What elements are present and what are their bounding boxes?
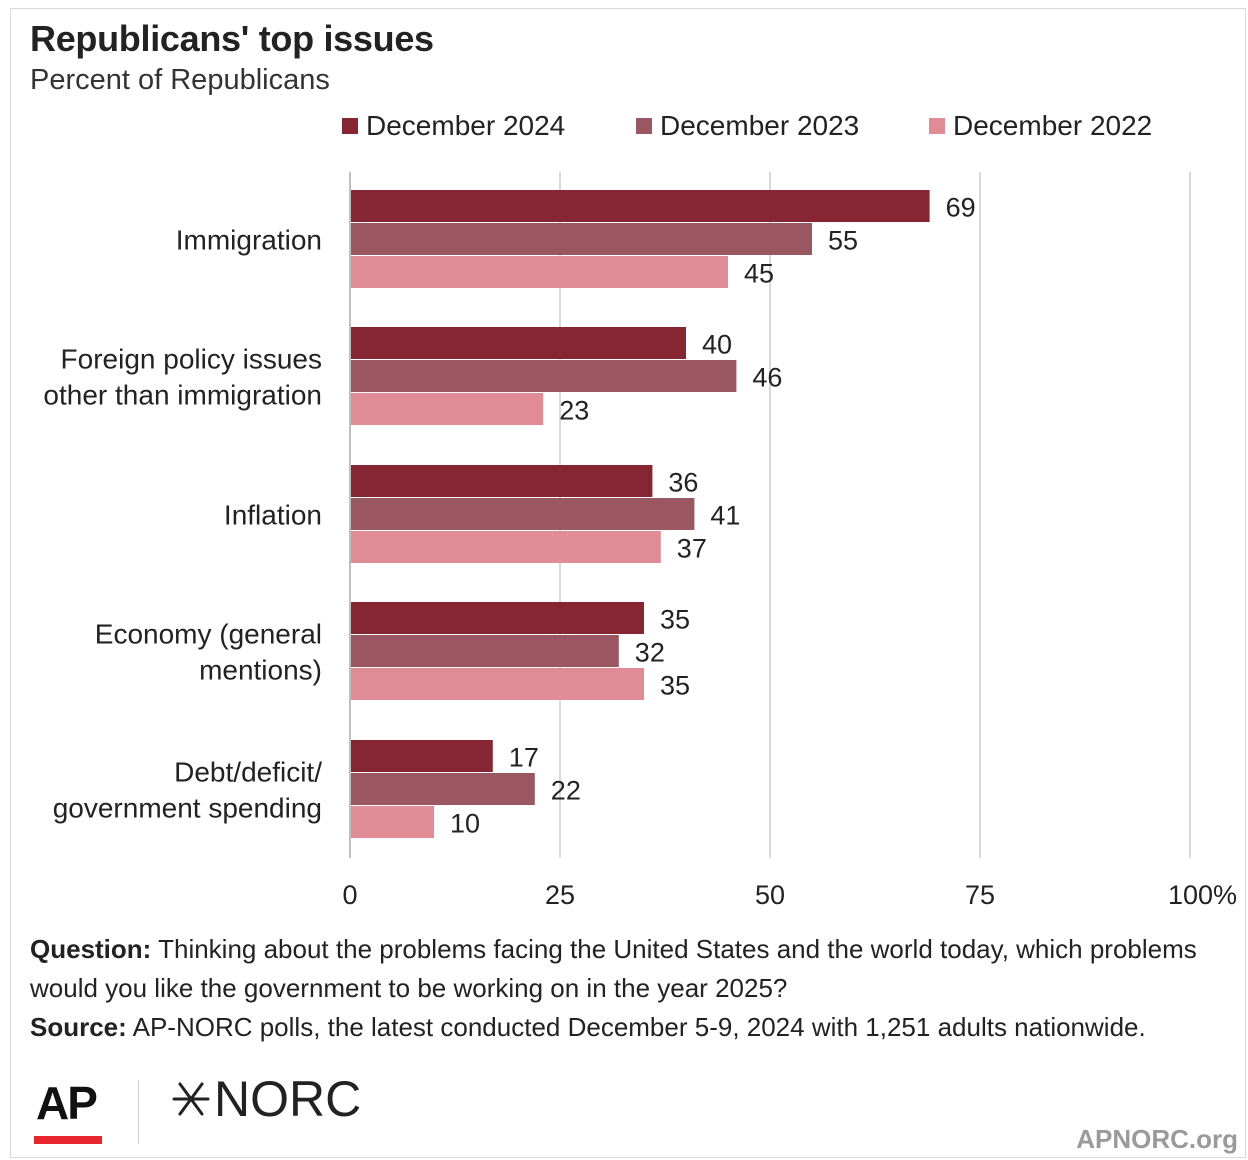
norc-logo-text: NORC xyxy=(214,1071,362,1127)
bar-value-label: 40 xyxy=(702,330,732,360)
source-note: Source: AP-NORC polls, the latest conduc… xyxy=(30,1008,1230,1047)
question-note: Question: Thinking about the problems fa… xyxy=(30,930,1230,1008)
category-label: government spending xyxy=(53,793,322,824)
bar-value-label: 17 xyxy=(509,743,539,773)
legend-item-2024: December 2024 xyxy=(342,110,565,142)
category-label: Foreign policy issues xyxy=(61,344,322,375)
bar-value-label: 46 xyxy=(752,363,782,393)
chart-subtitle: Percent of Republicans xyxy=(30,64,330,96)
bar xyxy=(351,223,812,255)
legend-swatch-2023 xyxy=(636,118,652,134)
bar xyxy=(351,635,619,667)
bar xyxy=(351,668,644,700)
bar-value-label: 37 xyxy=(677,534,707,564)
category-label: Inflation xyxy=(224,500,322,531)
bar-chart: 0 25 50 75 100% Immigration 69 55 45 Foreign poli… xyxy=(43,172,1237,910)
bar xyxy=(351,498,695,530)
bar-value-label: 69 xyxy=(946,193,976,223)
legend-label-2022: December 2022 xyxy=(953,110,1153,141)
legend-label-2024: December 2024 xyxy=(366,110,566,141)
chart-frame xyxy=(10,8,1246,1158)
bar xyxy=(351,806,434,838)
category-label: mentions) xyxy=(199,655,322,686)
bar xyxy=(351,190,930,222)
bar xyxy=(351,327,686,359)
x-tick-label: 100% xyxy=(1168,880,1237,910)
bar xyxy=(351,531,661,563)
ap-logo-bar xyxy=(34,1136,102,1144)
question-text: Thinking about the problems facing the U… xyxy=(30,934,1197,1003)
x-tick-label: 25 xyxy=(545,880,575,910)
bar-value-label: 35 xyxy=(660,671,690,701)
legend-item-2022: December 2022 xyxy=(929,110,1152,142)
x-tick-label: 75 xyxy=(965,880,995,910)
bar-value-label: 36 xyxy=(668,468,698,498)
bar xyxy=(351,740,493,772)
bar-value-label: 41 xyxy=(710,501,740,531)
bar-value-label: 23 xyxy=(559,396,589,426)
bar xyxy=(351,465,653,497)
category-label: other than immigration xyxy=(43,380,322,411)
norc-logo: NORC xyxy=(170,1070,361,1128)
bar-value-label: 32 xyxy=(635,638,665,668)
source-label: Source: xyxy=(30,1012,127,1042)
chart-legend: December 2024 December 2023 December 202… xyxy=(0,110,1248,146)
bar-value-label: 10 xyxy=(450,809,480,839)
footnote: Question: Thinking about the problems fa… xyxy=(30,930,1230,1047)
category-label: Immigration xyxy=(176,225,322,256)
question-label: Question: xyxy=(30,934,152,964)
bar xyxy=(351,393,544,425)
bar-value-label: 45 xyxy=(744,259,774,289)
source-text: AP-NORC polls, the latest conducted Dece… xyxy=(126,1012,1146,1042)
bar-value-label: 55 xyxy=(828,226,858,256)
chart-title: Republicans' top issues xyxy=(30,18,434,59)
ap-logo: AP xyxy=(36,1077,98,1129)
category-label: Economy (general xyxy=(95,619,322,650)
bar xyxy=(351,256,728,288)
x-tick-label: 0 xyxy=(342,880,357,910)
legend-item-2023: December 2023 xyxy=(636,110,859,142)
category-label: Debt/deficit/ xyxy=(174,757,322,788)
legend-label-2023: December 2023 xyxy=(660,110,860,141)
legend-swatch-2022 xyxy=(929,118,945,134)
bar xyxy=(351,602,644,634)
bar xyxy=(351,773,535,805)
site-url: APNORC.org xyxy=(1076,1124,1238,1154)
x-tick-label: 50 xyxy=(755,880,785,910)
bar-value-label: 35 xyxy=(660,605,690,635)
bar xyxy=(351,360,737,392)
logo-divider xyxy=(138,1080,139,1144)
norc-star-icon xyxy=(172,1082,210,1116)
legend-swatch-2024 xyxy=(342,118,358,134)
bar-value-label: 22 xyxy=(551,776,581,806)
